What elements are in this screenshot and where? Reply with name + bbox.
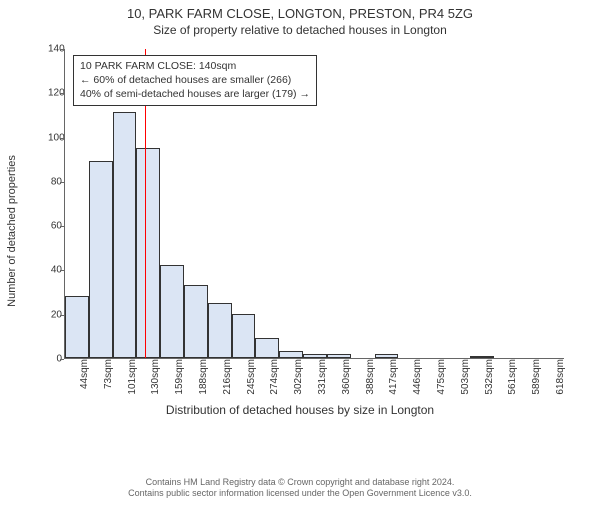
histogram-bar xyxy=(65,296,89,358)
x-axis-label: Distribution of detached houses by size … xyxy=(20,403,580,417)
histogram-bar xyxy=(470,356,494,358)
page-subtitle: Size of property relative to detached ho… xyxy=(0,23,600,37)
x-tick-label: 302sqm xyxy=(293,359,304,395)
x-tick-label: 388sqm xyxy=(365,359,376,395)
histogram-bar xyxy=(375,354,399,358)
x-tick-label: 446sqm xyxy=(412,359,423,395)
x-tick-label: 589sqm xyxy=(531,359,542,395)
histogram-bar xyxy=(232,314,256,358)
x-tick-label: 561sqm xyxy=(507,359,518,395)
footer-line-1: Contains HM Land Registry data © Crown c… xyxy=(0,477,600,489)
x-tick-label: 532sqm xyxy=(484,359,495,395)
annotation-line: 40% of semi-detached houses are larger (… xyxy=(80,87,310,101)
x-tick-label: 331sqm xyxy=(317,359,328,395)
y-axis-label: Number of detached properties xyxy=(6,155,18,307)
annotation-box: 10 PARK FARM CLOSE: 140sqm← 60% of detac… xyxy=(73,55,317,106)
x-tick-label: 417sqm xyxy=(388,359,399,395)
annotation-line: 10 PARK FARM CLOSE: 140sqm xyxy=(80,59,310,73)
x-tick-label: 503sqm xyxy=(460,359,471,395)
histogram-bar xyxy=(113,112,137,358)
histogram-bar xyxy=(208,303,232,358)
x-tick-label: 130sqm xyxy=(150,359,161,395)
x-tick-label: 73sqm xyxy=(103,359,114,389)
footer-attribution: Contains HM Land Registry data © Crown c… xyxy=(0,477,600,500)
annotation-line: ← 60% of detached houses are smaller (26… xyxy=(80,73,310,87)
histogram-bar xyxy=(160,265,184,358)
x-tick-label: 188sqm xyxy=(198,359,209,395)
x-tick-label: 274sqm xyxy=(269,359,280,395)
histogram-bar xyxy=(279,351,303,358)
x-tick-label: 101sqm xyxy=(127,359,138,395)
x-tick-label: 360sqm xyxy=(341,359,352,395)
histogram-bar xyxy=(303,354,327,358)
histogram-bar xyxy=(136,148,160,358)
x-tick-label: 618sqm xyxy=(555,359,566,395)
histogram-bar xyxy=(255,338,279,358)
x-tick-label: 216sqm xyxy=(222,359,233,395)
histogram-chart: Number of detached properties 0204060801… xyxy=(20,41,580,421)
histogram-bar xyxy=(89,161,113,358)
x-tick-label: 475sqm xyxy=(436,359,447,395)
footer-line-2: Contains public sector information licen… xyxy=(0,488,600,500)
x-tick-label: 159sqm xyxy=(174,359,185,395)
x-tick-label: 44sqm xyxy=(79,359,90,389)
x-tick-label: 245sqm xyxy=(246,359,257,395)
histogram-bar xyxy=(327,354,351,358)
plot-area: 10 PARK FARM CLOSE: 140sqm← 60% of detac… xyxy=(64,49,564,359)
histogram-bar xyxy=(184,285,208,358)
page-title: 10, PARK FARM CLOSE, LONGTON, PRESTON, P… xyxy=(0,6,600,21)
